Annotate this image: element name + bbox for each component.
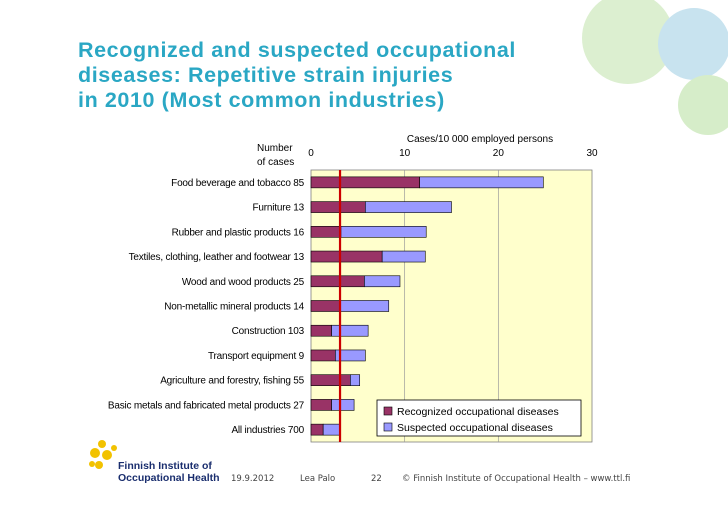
bar-suspected xyxy=(339,300,390,312)
bar-recognized xyxy=(310,250,383,263)
bar-suspected xyxy=(381,250,426,263)
footer-date: 19.9.2012 xyxy=(231,474,275,484)
category-label: Construction 103 xyxy=(232,326,305,337)
bar-recognized xyxy=(310,399,332,411)
x-tick-label: 0 xyxy=(308,148,314,159)
bar-recognized xyxy=(310,300,341,312)
title-line-2: diseases: Repetitive strain injuries xyxy=(78,63,454,87)
bar-suspected xyxy=(365,201,452,213)
category-label: Transport equipment 9 xyxy=(208,351,305,362)
logo-text: Finnish Institute of Occupational Health xyxy=(118,460,220,484)
logo-line-1: Finnish Institute of xyxy=(118,460,212,472)
bar-suspected xyxy=(335,349,366,362)
category-label: All industries 700 xyxy=(231,425,304,436)
category-label: Non-metallic mineral products 14 xyxy=(164,302,304,313)
slide-title: Recognized and suspected occupational di… xyxy=(78,38,638,113)
title-line-3: in 2010 (Most common industries) xyxy=(78,88,445,112)
category-label: Rubber and plastic products 16 xyxy=(172,227,305,238)
bar-recognized xyxy=(310,226,342,238)
logo-line-2: Occupational Health xyxy=(118,472,220,484)
bar-recognized xyxy=(310,423,324,436)
bar-suspected xyxy=(350,374,361,386)
category-label: Textiles, clothing, leather and footwear… xyxy=(129,252,305,263)
bar-suspected xyxy=(419,176,544,189)
legend-box xyxy=(376,399,582,437)
legend-label: Recognized occupational diseases xyxy=(397,406,559,418)
x-tick-label: 30 xyxy=(586,148,598,159)
bar-recognized xyxy=(310,275,365,288)
bar-recognized xyxy=(310,324,332,337)
y-axis-title-line-2: of cases xyxy=(257,157,294,168)
category-label: Food beverage and tobacco 85 xyxy=(171,178,304,189)
y-axis-title-line-1: Number xyxy=(257,143,293,154)
footer-copyright: © Finnish Institute of Occupational Heal… xyxy=(402,474,631,484)
bar-suspected xyxy=(364,275,401,288)
bar-suspected xyxy=(331,324,369,337)
footer-page-number: 22 xyxy=(371,474,382,484)
category-label: Agriculture and forestry, fishing 55 xyxy=(160,376,304,387)
x-axis-title: Cases/10 000 employed persons xyxy=(407,134,553,145)
x-tick-label: 20 xyxy=(493,148,505,159)
category-label: Basic metals and fabricated metal produc… xyxy=(108,400,305,411)
legend-label: Suspected occupational diseases xyxy=(397,422,553,434)
bar-recognized xyxy=(310,176,420,189)
bar-suspected xyxy=(322,423,341,436)
logo-icon xyxy=(89,440,117,469)
category-label: Furniture 13 xyxy=(252,203,304,214)
bar-suspected xyxy=(331,399,355,411)
x-tick-label: 10 xyxy=(399,148,411,159)
bar-recognized xyxy=(310,374,351,386)
bar-recognized xyxy=(310,201,366,213)
legend-swatch xyxy=(383,406,393,416)
bar-suspected xyxy=(340,226,427,238)
legend-swatch xyxy=(383,422,393,432)
bar-recognized xyxy=(310,349,336,362)
category-label: Wood and wood products 25 xyxy=(182,277,305,288)
footer-author: Lea Palo xyxy=(300,474,336,484)
title-line-1: Recognized and suspected occupational xyxy=(78,38,516,62)
